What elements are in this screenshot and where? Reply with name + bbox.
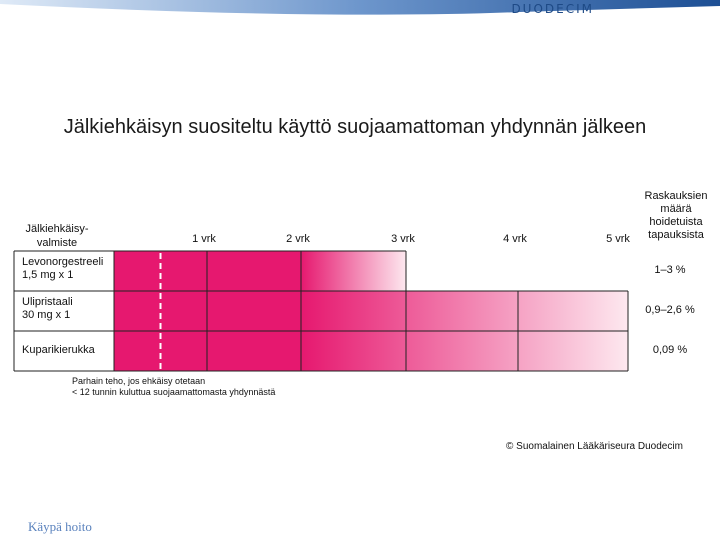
copyright: © Suomalainen Lääkäriseura Duodecim (506, 441, 683, 452)
duodecim-logo: DUODECIM (511, 2, 594, 16)
chart-title: Jälkiehkäisyn suositeltu käyttö suojaama… (63, 116, 647, 138)
tick-label: 3 vrk (391, 233, 415, 245)
bar-fade-2 (301, 331, 628, 371)
tick-label: 2 vrk (286, 233, 310, 245)
header-swoosh (0, 0, 720, 15)
footnote: Parhain teho, jos ehkäisy otetaan < 12 tu… (72, 376, 276, 397)
tick-label: 1 vrk (192, 233, 216, 245)
bar-fade-0 (301, 251, 406, 291)
row-label: Kuparikierukka (22, 344, 95, 356)
pregnancy-rate: 1–3 % (654, 264, 686, 276)
pregnancy-rate: 0,9–2,6 % (645, 304, 695, 316)
row-header: Jälkiehkäisy-valmiste (25, 223, 89, 249)
kaypa-hoito-logo: Käypä hoito (28, 519, 92, 534)
tick-label: 5 vrk (606, 233, 630, 245)
pregnancy-rate-header: Raskauksien määrä hoidetuista tapauksista (644, 190, 708, 241)
row-label: Ulipristaali 30 mg x 1 (22, 296, 73, 321)
row-label: Levonorgestreeli 1,5 mg x 1 (22, 256, 104, 281)
pregnancy-rate: 0,09 % (652, 344, 688, 356)
tick-label: 4 vrk (503, 233, 527, 245)
bar-fade-1 (301, 291, 628, 331)
